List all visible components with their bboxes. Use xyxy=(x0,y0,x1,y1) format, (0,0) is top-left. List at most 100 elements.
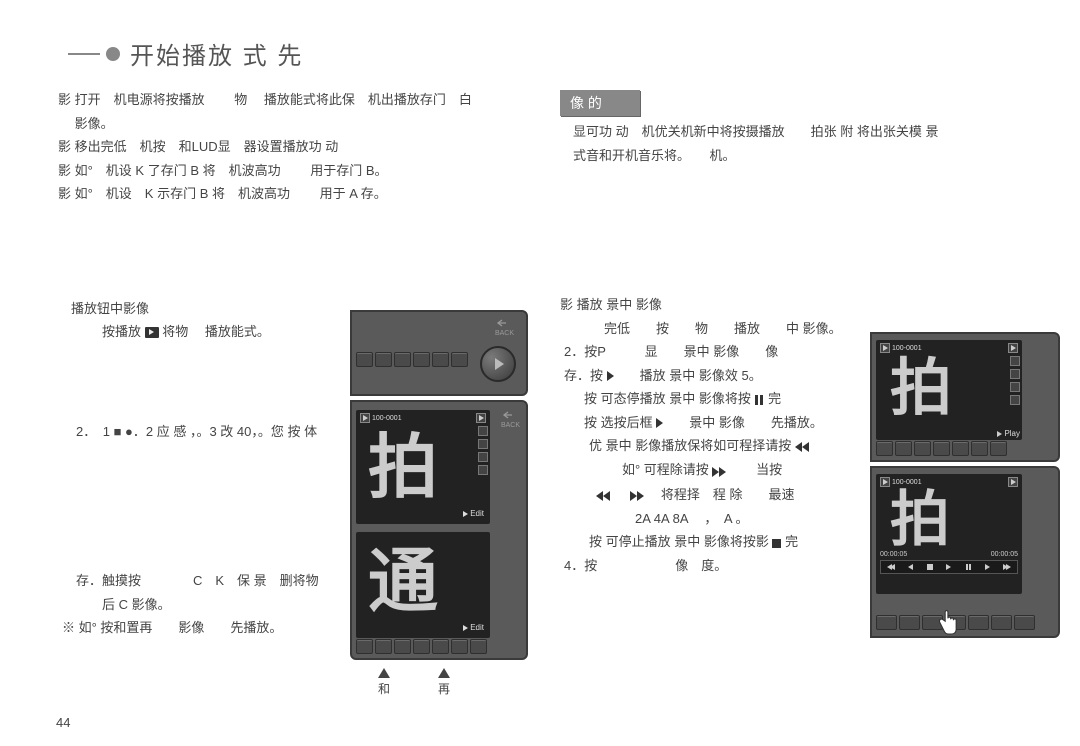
time-elapsed: 00:00:05 xyxy=(880,551,907,558)
side-icon xyxy=(478,439,488,449)
left-intro-1: 影像。 xyxy=(58,114,518,134)
file-label: 100-0001 xyxy=(892,345,922,352)
arrow-right-col: 再 xyxy=(438,668,450,697)
device-button xyxy=(899,615,920,630)
playback-controls xyxy=(880,560,1018,574)
device-button xyxy=(394,352,411,367)
page-title: 开始播放 式 先 xyxy=(130,36,303,71)
rewind-icon xyxy=(795,437,809,457)
device-illustration-right-top: 100-0001 拍 Play xyxy=(870,332,1060,462)
mode-icon xyxy=(880,477,890,487)
lcd-screen-top: 100-0001 拍 Edit xyxy=(356,410,490,524)
device-button xyxy=(895,441,912,456)
file-label: 100-0001 xyxy=(892,479,922,486)
device-button xyxy=(952,441,969,456)
left-intro-0: 影 打开 机电源将按播放 物 播放能式将此保 机出播放存门 白 xyxy=(58,90,518,110)
rewind-icon xyxy=(905,563,915,571)
lcd-character: 拍 xyxy=(368,432,438,502)
lcd-character: 拍 xyxy=(890,358,952,420)
device-button xyxy=(394,639,411,654)
device-illustration-left-bottom: 100-0001 拍 Edit BACK 通 Edit xyxy=(350,400,528,660)
button-row xyxy=(356,639,487,654)
device-illustration-left-top: BACK xyxy=(350,310,528,396)
lcd-screen: 100-0001 拍 00:00:05 00:00:05 xyxy=(876,474,1022,594)
device-button xyxy=(470,639,487,654)
side-icon xyxy=(478,426,488,436)
device-button xyxy=(990,441,1007,456)
device-button xyxy=(914,441,931,456)
arrow-up-icon xyxy=(378,668,390,678)
title-leading-line xyxy=(68,53,100,55)
edit-label: Edit xyxy=(463,509,484,518)
time-total: 00:00:05 xyxy=(991,551,1018,558)
arrow-up-icon xyxy=(438,668,450,678)
arrow-left-label: 和 xyxy=(378,680,390,697)
side-icon xyxy=(478,452,488,462)
finger-cursor-icon xyxy=(936,608,958,638)
lcd-character: 通 xyxy=(368,546,438,616)
fastfwd-icon-2 xyxy=(630,485,644,505)
tri-right-icon xyxy=(607,371,614,381)
mode-icon xyxy=(880,343,890,353)
device-button xyxy=(356,352,373,367)
play-triangle-icon xyxy=(495,358,504,370)
side-icon xyxy=(1010,356,1020,366)
side-icon xyxy=(1010,395,1020,405)
file-label: 100-0001 xyxy=(372,415,402,422)
right-bullet-title: 影 播放 景中 影像 xyxy=(560,295,1040,315)
back-arrow-icon xyxy=(502,410,514,420)
label-arrows: 和 再 xyxy=(378,668,450,697)
device-button xyxy=(971,441,988,456)
left-intro-4: 影 如° 机设 K 示存门 B 将 机波高功 用于 A 存。 xyxy=(58,184,518,204)
arrow-right-label: 再 xyxy=(438,680,450,697)
fwd-icon xyxy=(983,563,993,571)
pause-icon xyxy=(754,395,764,405)
prev-icon xyxy=(886,563,896,571)
status-icon xyxy=(1008,477,1018,487)
right-header-text-1: 式音和开机音乐将。 机。 xyxy=(560,146,1040,166)
device-button xyxy=(451,352,468,367)
arrow-left-col: 和 xyxy=(378,668,390,697)
lcd-screen-bottom: 通 Edit xyxy=(356,532,490,638)
device-button xyxy=(432,352,449,367)
edit-label: Edit xyxy=(463,623,484,632)
lcd-character: 拍 xyxy=(890,490,950,550)
page-number: 44 xyxy=(56,715,70,730)
device-button xyxy=(968,615,989,630)
button-row xyxy=(356,352,468,367)
device-button xyxy=(876,615,897,630)
section-header: 像 的 xyxy=(560,90,640,116)
lcd-status-bar: 100-0001 xyxy=(358,412,488,424)
lcd-side-icons xyxy=(478,426,488,475)
lcd-side-icons xyxy=(1010,356,1020,405)
play-icon xyxy=(145,327,159,338)
side-icon xyxy=(1010,382,1020,392)
play-icon xyxy=(944,563,954,571)
left-bullet-0-pre: 按播放 xyxy=(76,324,145,339)
device-button xyxy=(991,615,1012,630)
device-button xyxy=(432,639,449,654)
device-button xyxy=(876,441,893,456)
stop-icon xyxy=(925,563,935,571)
device-button xyxy=(933,441,950,456)
back-arrow-icon xyxy=(496,318,508,328)
title-dot xyxy=(106,47,120,61)
lcd-status-bar: 100-0001 xyxy=(878,342,1020,354)
side-icon xyxy=(478,465,488,475)
device-illustration-right-bottom: 100-0001 拍 00:00:05 00:00:05 xyxy=(870,466,1060,638)
device-button xyxy=(413,639,430,654)
device-button xyxy=(375,352,392,367)
side-icon xyxy=(1010,369,1020,379)
next-icon xyxy=(1002,563,1012,571)
mode-icon xyxy=(360,413,370,423)
button-row xyxy=(876,441,1007,456)
pause-icon xyxy=(963,563,973,571)
back-label: BACK xyxy=(501,422,520,429)
device-button xyxy=(451,639,468,654)
device-button xyxy=(413,352,430,367)
left-intro-3: 影 如° 机设 K 了存门 B 将 机波高功 用于存门 B。 xyxy=(58,161,518,181)
back-label: BACK xyxy=(495,330,514,337)
fastfwd-icon xyxy=(712,461,726,481)
right-header-text-0: 显可功 动 机优关机新中将按摄播放 拍张 附 将出张关模 景 xyxy=(560,122,1040,142)
device-button xyxy=(1014,615,1035,630)
